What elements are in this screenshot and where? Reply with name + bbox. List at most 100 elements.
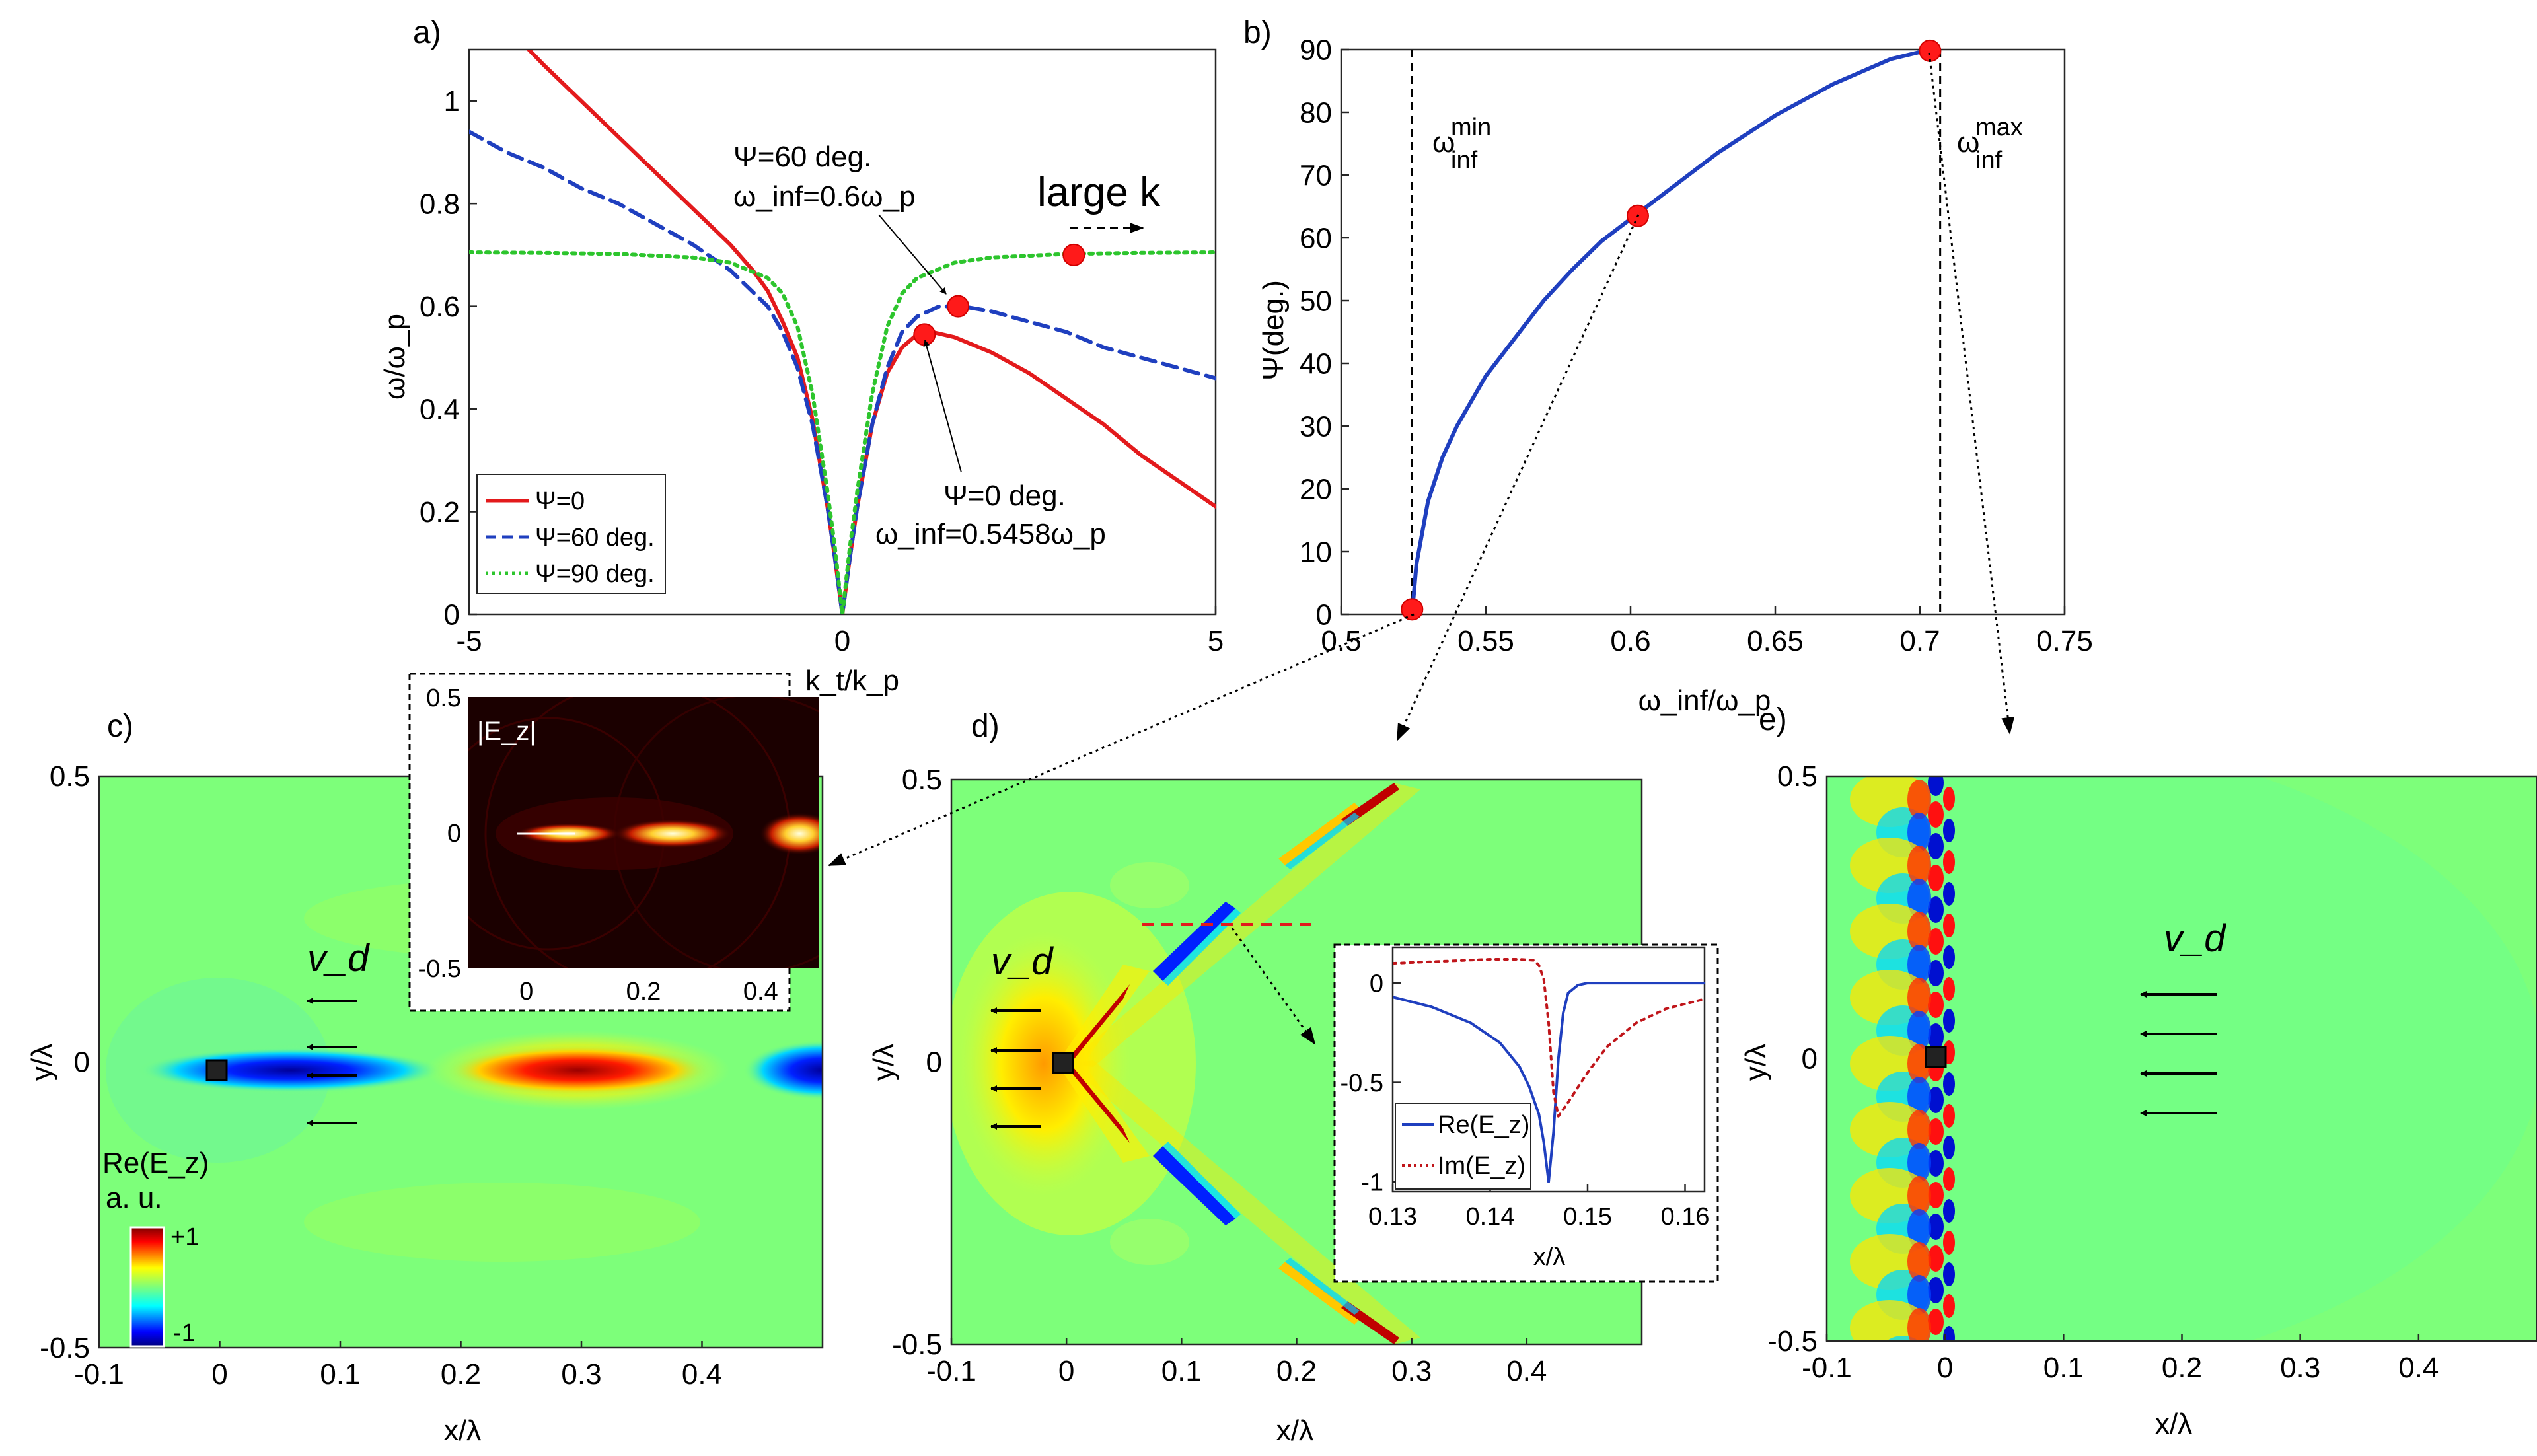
- panel-a-xlabel: k_t/k_p: [805, 665, 899, 697]
- stripe-core: [1943, 1294, 1955, 1318]
- vline-label-min: ω min inf: [1432, 114, 1491, 174]
- x-tick-label: 0.3: [2280, 1352, 2320, 1384]
- y-tick-label: 30: [1300, 410, 1332, 443]
- colorbar-title: Re(E_z): [102, 1147, 209, 1179]
- panel-b-xlabel: ω_inf/ω_p: [1638, 684, 1771, 717]
- stripe-lobe: [1907, 780, 1931, 819]
- x-tick-label: 0.4: [2398, 1352, 2439, 1384]
- y-tick-label: 50: [1300, 285, 1332, 317]
- stripe-lobe: [1907, 846, 1931, 885]
- stripe-core: [1928, 1309, 1944, 1335]
- stripe-lobe: [1907, 1011, 1931, 1050]
- stripe-core: [1928, 992, 1944, 1018]
- x-tick-label: 0.13: [1368, 1203, 1417, 1231]
- y-tick-label: 0.6: [420, 291, 460, 323]
- inset-d-frame: [1391, 946, 1706, 1193]
- panel-a-label: a): [413, 15, 441, 50]
- stripe-core: [1928, 1277, 1944, 1303]
- stripe-lobe: [1907, 1275, 1931, 1315]
- x-tick-label: 0.2: [1276, 1355, 1317, 1387]
- y-tick-label: 0: [1316, 599, 1332, 631]
- stripe-lobe: [1886, 1336, 1919, 1341]
- colorbar-min-label: -1: [173, 1319, 196, 1347]
- stripe-core: [1943, 945, 1955, 969]
- panel-c-inset: |E_z| 0 0.2 0.4 0.5 0 -0.5: [408, 673, 819, 1012]
- stripe-core: [1928, 865, 1944, 891]
- y-tick-label: 90: [1300, 34, 1332, 66]
- stripe-core: [1943, 787, 1955, 811]
- stripe-lobe: [1907, 1110, 1931, 1149]
- stripe-core: [1928, 833, 1944, 859]
- stripe-core: [1928, 960, 1944, 986]
- panel-c-ylabel: y/λ: [26, 1044, 58, 1081]
- panel-c-velocity-arrows: [307, 998, 357, 1126]
- panel-c-source: [205, 1059, 228, 1081]
- panel-b-ylabel: Ψ(deg.): [1257, 280, 1290, 381]
- stripe-core: [1943, 1072, 1955, 1096]
- x-tick-label: 0.4: [1506, 1355, 1547, 1387]
- y-tick-label: 80: [1300, 96, 1332, 129]
- inset-c-x-tick-label: 0.2: [626, 978, 661, 1005]
- panel-e-label: e): [1759, 702, 1787, 737]
- panel-e: e) v_d -0.1 0 0.1 0.2 0.3 0.4 -0.5 0 0.5 y/λ x/λ: [1740, 702, 2537, 1440]
- legend-label-psi60: Ψ=60 deg.: [535, 524, 655, 552]
- x-tick-label: 0: [834, 625, 850, 657]
- stripe-core: [1943, 914, 1955, 937]
- panel-a: a) -5 0 500.20.40.60.81 ω/ω_p k_t/k_p Ψ=60…: [379, 15, 1224, 697]
- stripe-core: [1943, 1199, 1955, 1223]
- inset-d-xlabel: x/λ: [1533, 1243, 1566, 1271]
- y-tick-label: 0: [74, 1046, 90, 1079]
- connector-arrows: [828, 52, 2015, 867]
- stripe-core: [1928, 1150, 1944, 1177]
- x-tick-label: 0: [211, 1358, 227, 1391]
- annotation-psi0-line1: Ψ=0 deg.: [943, 480, 1066, 512]
- panel-d-source: [1052, 1052, 1074, 1074]
- x-tick-label: 0: [1058, 1355, 1074, 1387]
- colorbar-max-label: +1: [170, 1223, 199, 1251]
- stripe-core: [1943, 850, 1955, 874]
- svg-text:inf: inf: [1975, 147, 2003, 174]
- stripe-lobe: [1907, 1242, 1931, 1282]
- x-tick-label: 0.55: [1457, 625, 1514, 657]
- panel-e-source: [1925, 1046, 1947, 1068]
- x-tick-label: 0.2: [2162, 1352, 2202, 1384]
- panel-e-velocity-arrows: [2140, 991, 2217, 1116]
- x-tick-label: 0.4: [682, 1358, 722, 1391]
- stripe-core: [1928, 1182, 1944, 1208]
- y-tick-label: 0: [1802, 1043, 1818, 1075]
- stripe-core: [1943, 1262, 1955, 1286]
- svg-text:min: min: [1451, 114, 1491, 141]
- stripe-core: [1928, 896, 1944, 923]
- colorbar: Re(E_z) a. u. +1 -1: [102, 1147, 209, 1348]
- inset-d-legend: Re(E_z) Im(E_z): [1395, 1103, 1531, 1190]
- x-tick-label: 0.1: [320, 1358, 360, 1391]
- y-tick-label: 0: [1370, 970, 1383, 998]
- inset-c-label: |E_z|: [477, 717, 536, 746]
- connector-b-to-c: [828, 613, 1415, 867]
- y-tick-label: 0.5: [1777, 760, 1818, 793]
- x-tick-label: 5: [1208, 625, 1224, 657]
- x-tick-label: 0.3: [1391, 1355, 1432, 1387]
- marker-a-1: [947, 295, 970, 318]
- stripe-core: [1928, 928, 1944, 955]
- stripe-lobe: [1907, 978, 1931, 1017]
- panel-c-label: c): [107, 709, 133, 744]
- legend-label-re: Re(E_z): [1438, 1111, 1529, 1139]
- y-tick-label: 0.2: [420, 496, 460, 528]
- connector-b-to-e: [1928, 52, 2015, 735]
- panel-c-velocity-label: v_d: [307, 937, 370, 980]
- stripe-lobe: [1907, 1143, 1931, 1183]
- panel-d-velocity-label: v_d: [991, 940, 1054, 983]
- legend-label-im: Im(E_z): [1438, 1152, 1526, 1180]
- panel-e-xlabel: x/λ: [2155, 1408, 2192, 1440]
- panel-a-legend: Ψ=0 Ψ=60 deg. Ψ=90 deg.: [476, 474, 666, 594]
- x-tick-label: 0.2: [441, 1358, 481, 1391]
- y-tick-label: 70: [1300, 159, 1332, 192]
- x-tick-label: 0.14: [1466, 1203, 1515, 1231]
- svg-text:ω: ω: [1957, 126, 1979, 159]
- stripe-lobe: [1907, 1209, 1931, 1249]
- series-line-1: [1393, 958, 1705, 1118]
- panel-a-ylabel: ω/ω_p: [379, 314, 411, 400]
- y-tick-label: 1: [444, 85, 460, 118]
